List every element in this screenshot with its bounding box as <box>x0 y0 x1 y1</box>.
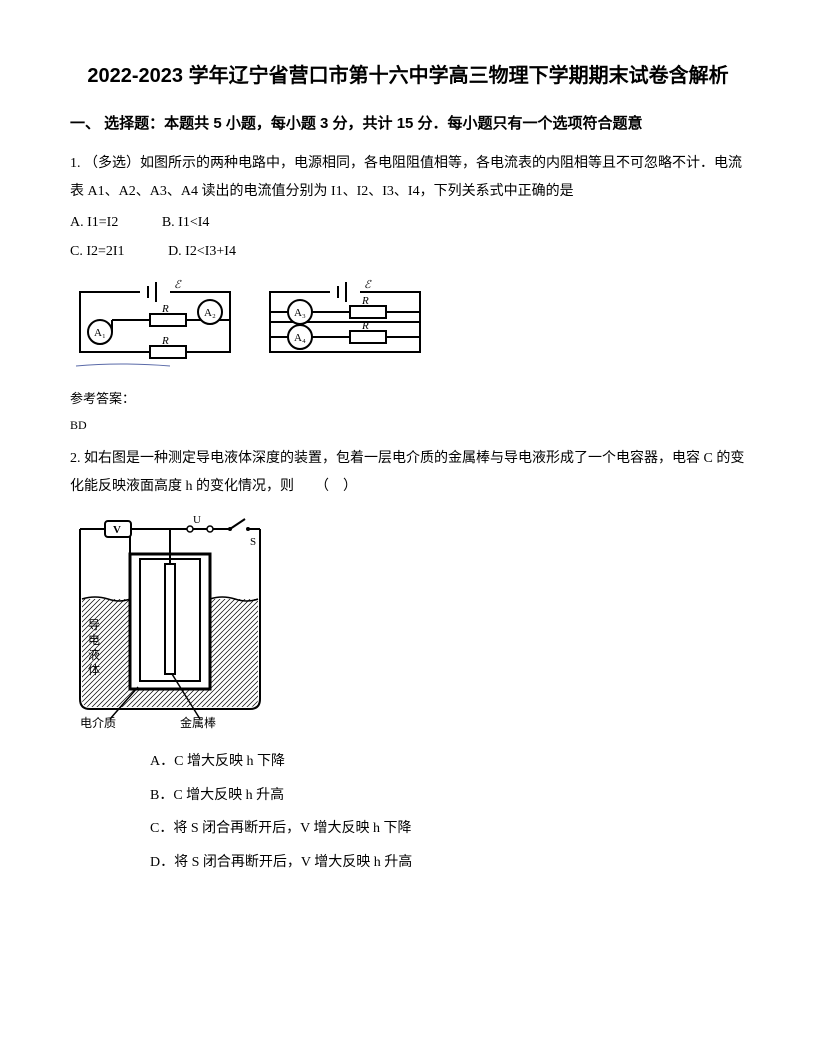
metal-rod-label: 金属棒 <box>180 715 216 729</box>
ammeter-a4-label: A₄ <box>294 332 306 344</box>
liquid-label: 液 <box>88 647 100 662</box>
q1-option-b: B. I1<I4 <box>162 210 210 235</box>
q2-diagram: V U S 导 电 液 体 电介质 金属棒 <box>70 509 746 737</box>
q1-answer: BD <box>70 416 746 435</box>
q1-answer-label: 参考答案： <box>70 389 746 410</box>
liquid-label: 体 <box>88 663 100 677</box>
ammeter-a1-label: A₁ <box>94 327 106 339</box>
resistor-r-label: R <box>161 303 169 315</box>
resistor-r-label: R <box>161 335 169 347</box>
voltmeter-label: V <box>113 524 121 536</box>
q2-option-b: B．C 增大反映 h 升高 <box>150 779 746 813</box>
q2-option-a: A．C 增大反映 h 下降 <box>150 745 746 779</box>
q1-option-a: A. I1=I2 <box>70 210 118 235</box>
resistor-r-label: R <box>361 320 369 332</box>
liquid-label: 电 <box>88 633 100 647</box>
resistor-r-label: R <box>361 295 369 307</box>
q2-option-d: D．将 S 闭合再断开后，V 增大反映 h 升高 <box>150 846 746 880</box>
q1-option-d: D. I2<I3+I4 <box>168 239 236 264</box>
q2-option-c: C．将 S 闭合再断开后，V 增大反映 h 下降 <box>150 812 746 846</box>
q1-circuit-figure: ℰ A₁ A₂ R R ℰ <box>70 272 746 380</box>
q1-stem: 1. （多选）如图所示的两种电路中，电源相同，各电阻阻值相等，各电流表的内阻相等… <box>70 150 746 206</box>
q2-stem: 2. 如右图是一种测定导电液体深度的装置，包着一层电介质的金属棒与导电液形成了一… <box>70 445 746 501</box>
q1-option-c: C. I2=2I1 <box>70 239 125 264</box>
page-title: 2022-2023 学年辽宁省营口市第十六中学高三物理下学期期末试卷含解析 <box>70 60 746 92</box>
ammeter-a3-label: A₃ <box>294 307 306 319</box>
voltage-u-label: U <box>193 514 201 526</box>
emf-label: ℰ <box>364 279 372 291</box>
liquid-label: 导 <box>88 618 100 632</box>
dielectric-label: 电介质 <box>80 716 116 729</box>
emf-label: ℰ <box>174 279 182 291</box>
section-header: 一、 选择题：本题共 5 小题，每小题 3 分，共计 15 分．每小题只有一个选… <box>70 112 746 136</box>
switch-s-label: S <box>250 536 256 548</box>
ammeter-a2-label: A₂ <box>204 307 216 319</box>
